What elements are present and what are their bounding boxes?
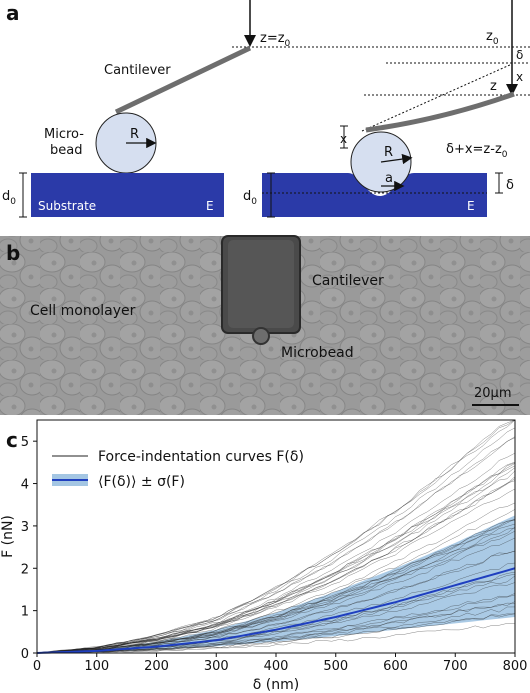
d0-label-left: d0: [2, 189, 16, 207]
force-curve: [36, 526, 516, 654]
x-axis-label: δ (nm): [253, 677, 299, 693]
undeflected-line: [361, 63, 513, 132]
d0-label-right: d0: [243, 189, 257, 207]
y-tick-label: 1: [21, 605, 29, 620]
delta-label-top: δ: [516, 48, 523, 62]
force-curve: [36, 478, 516, 654]
cantilever-left: [114, 45, 252, 115]
panel-c-letter: c: [6, 428, 18, 452]
force-curve: [36, 452, 516, 654]
micro-label: Micro-: [44, 127, 84, 142]
y-tick-label: 5: [21, 435, 29, 450]
x-tick-label: 800: [503, 659, 528, 674]
radius-label-right: R: [384, 145, 393, 160]
y-axis-label: F (nN): [0, 515, 16, 558]
x-tick-label: 0: [33, 659, 41, 674]
panel-b-letter: b: [6, 241, 20, 265]
scalebar-label: 20µm: [474, 386, 511, 401]
x-tick-label: 300: [204, 659, 229, 674]
force-indentation-chart: 0 100 200 300 400 500 600 700 800 0 1 2 3 4 5 δ (nm) F (…: [0, 419, 528, 693]
a-label: a: [385, 171, 393, 186]
x-tick-label: 600: [383, 659, 408, 674]
microbead-label: Microbead: [281, 345, 354, 361]
force-curve: [37, 613, 516, 654]
substrate-right: [262, 173, 487, 217]
x-label-left: x: [340, 132, 347, 146]
force-curve: [36, 623, 516, 654]
force-curve: [36, 419, 516, 653]
cantilever-label-b: Cantilever: [312, 273, 384, 289]
force-curve: [36, 582, 516, 654]
force-curve: [36, 527, 516, 654]
x-tick-label: 700: [443, 659, 468, 674]
legend-mean-label: ⟨F(δ)⟩ ± σ(F): [98, 474, 185, 490]
z-label-right: z: [490, 79, 497, 94]
e-label-right: E: [467, 199, 475, 213]
radius-label-left: R: [130, 127, 139, 142]
mean-curve: [36, 567, 516, 654]
x-tick-label: 200: [144, 659, 169, 674]
x-tick-label: 100: [84, 659, 109, 674]
std-band: [37, 515, 515, 653]
z0-label-right: z0: [486, 29, 499, 47]
z-eq-z0-label: z=z0: [260, 31, 291, 49]
force-curve: [36, 476, 516, 654]
bead-label: bead: [50, 143, 82, 158]
force-curve: [36, 480, 516, 654]
force-curve: [36, 550, 516, 654]
force-curve: [37, 518, 516, 654]
panel-a-letter: a: [6, 1, 20, 25]
force-curve: [36, 436, 516, 654]
y-tick-label: 2: [21, 562, 29, 577]
cantilever-right: [365, 91, 515, 133]
relation-label: δ+x=z-z0: [446, 142, 508, 160]
microbead-image: [252, 327, 270, 345]
y-tick-label: 0: [21, 647, 29, 662]
x-tick-label: 500: [323, 659, 348, 674]
delta-label-right: δ: [506, 178, 514, 193]
cantilever-label-a: Cantilever: [104, 63, 171, 78]
x-tick-label: 400: [264, 659, 289, 674]
e-label-left: E: [206, 199, 214, 213]
legend-curves-label: Force-indentation curves F(δ): [98, 449, 304, 465]
cell-monolayer-label: Cell monolayer: [30, 303, 136, 319]
radius-arrow-right: [380, 153, 413, 165]
force-curve: [36, 419, 516, 654]
substrate-left: [31, 173, 224, 217]
substrate-label: Substrate: [38, 199, 96, 213]
x-label-right: x: [516, 70, 523, 84]
y-tick-label: 4: [21, 478, 29, 493]
y-tick-label: 3: [21, 520, 29, 535]
